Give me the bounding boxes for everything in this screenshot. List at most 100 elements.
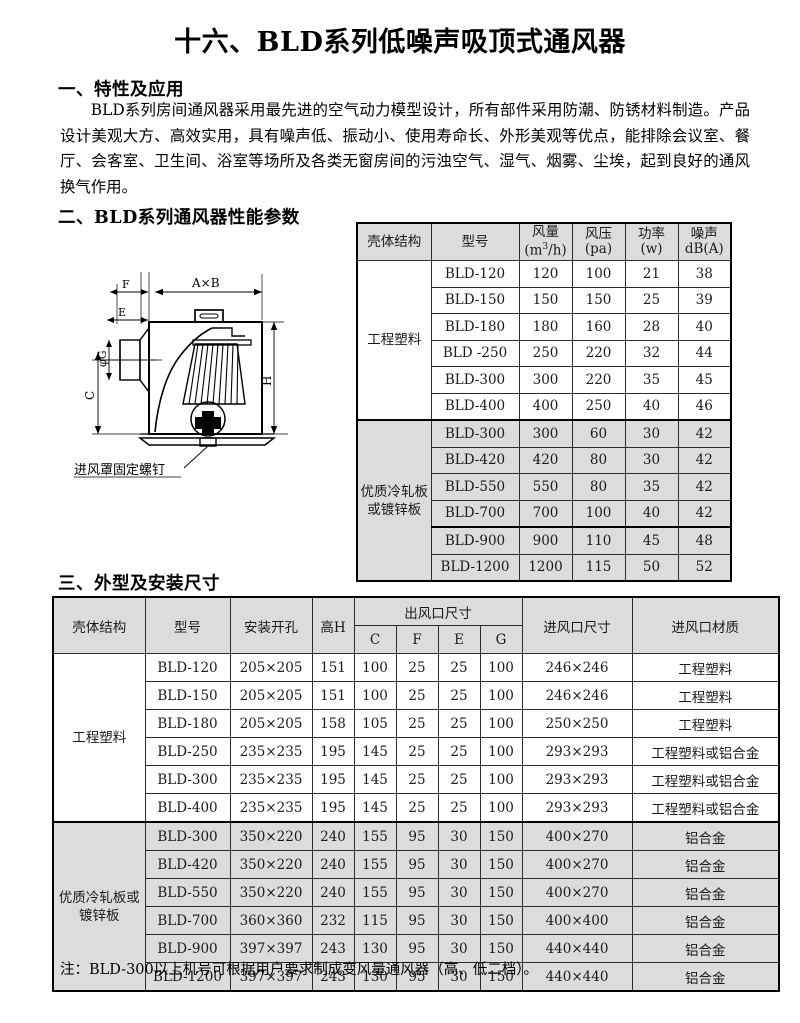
cell-power: 30 — [624, 446, 679, 474]
cell-noise: 46 — [677, 392, 732, 421]
cell-inlet-size: 293×293 — [521, 765, 633, 794]
cell-inlet-size: 250×250 — [521, 709, 633, 738]
cell-model: BLD-900 — [144, 934, 231, 963]
table-row: BLD-700 700 100 40 42 — [357, 499, 732, 528]
cell-outlet-g: 150 — [479, 906, 523, 935]
header-inlet-size: 进风口尺寸 — [521, 596, 633, 654]
cell-outlet-g: 150 — [479, 850, 523, 879]
table-row: BLD-550 350×220 240 155 95 30 150 400×270 铝合金 — [53, 878, 780, 907]
cell-model: BLD-1200 — [430, 553, 520, 582]
header-outlet-e: E — [437, 625, 481, 654]
cell-noise: 42 — [677, 499, 732, 528]
header-air-pressure: 风压 (pa) — [571, 222, 626, 261]
installation-dimensions-table: 壳体结构 型号 安装开孔 高H 出风口尺寸 进风口尺寸 进风口材质 C F E … — [52, 596, 780, 992]
cell-air-pressure: 100 — [571, 260, 626, 288]
cell-mounting-opening: 235×235 — [229, 765, 313, 794]
cell-outlet-e: 25 — [437, 653, 481, 682]
cell-outlet-e: 25 — [437, 681, 481, 710]
header-outlet-dimensions-group: 出风口尺寸 — [353, 596, 523, 626]
footnote: 注：BLD-300以上机号可根据用户要求制成变风量通风器（高、低二档）。 — [60, 962, 539, 978]
header-outlet-c: C — [353, 625, 397, 654]
cell-inlet-material: 铝合金 — [631, 878, 780, 907]
cell-outlet-e: 30 — [437, 962, 481, 992]
section-1-heading: 一、特性及应用 — [58, 80, 184, 100]
cell-power: 40 — [624, 499, 679, 528]
cell-power: 28 — [624, 313, 679, 341]
cell-mounting-opening: 235×235 — [229, 737, 313, 766]
cell-inlet-size: 293×293 — [521, 793, 633, 823]
cell-shell-structure: 优质冷轧板或镀锌板 — [52, 821, 146, 992]
cell-outlet-c: 115 — [353, 906, 397, 935]
table-row: 优质冷轧板或镀锌板 BLD-300 350×220 240 155 95 30 150 400×… — [52, 821, 780, 992]
cell-inlet-material: 工程塑料或铝合金 — [631, 765, 780, 794]
cell-air-pressure: 220 — [571, 339, 626, 367]
cell-model: BLD-400 — [144, 793, 231, 823]
cell-outlet-c: 155 — [353, 821, 397, 851]
cell-outlet-f: 25 — [395, 681, 439, 710]
cell-power: 32 — [624, 339, 679, 367]
performance-parameters-table: 壳体结构 型号 风量 (m3/h) 风压 (pa) 功率 (w) — [356, 222, 732, 582]
cell-model: BLD-550 — [430, 473, 520, 501]
table-header-row-top: 壳体结构 型号 安装开孔 高H 出风口尺寸 进风口尺寸 进风口材质 — [52, 596, 780, 654]
cell-air-pressure: 60 — [571, 419, 626, 448]
cell-inlet-size: 400×270 — [521, 878, 633, 907]
cell-airflow: 1200 — [518, 553, 573, 582]
dimension-label-phi-g: φG — [96, 351, 109, 368]
dimension-label-f: F — [122, 278, 130, 291]
cell-power: 21 — [624, 260, 679, 288]
cell-air-pressure: 160 — [571, 313, 626, 341]
cell-airflow: 900 — [518, 526, 573, 555]
header-height: 高H — [311, 596, 355, 654]
cell-model: BLD-550 — [144, 878, 231, 907]
cell-airflow: 180 — [518, 313, 573, 341]
cell-power: 45 — [624, 526, 679, 555]
table-row: BLD-420 350×220 240 155 95 30 150 400×270 铝合金 — [53, 850, 780, 879]
cell-inlet-material: 铝合金 — [631, 850, 780, 879]
cell-model: BLD-150 — [144, 681, 231, 710]
cell-shell-structure: 优质冷轧板或镀锌板 — [356, 419, 432, 582]
cell-inlet-material: 工程塑料或铝合金 — [631, 793, 780, 823]
cell-height: 240 — [311, 850, 355, 879]
table-row: BLD-150 150 150 25 39 — [357, 286, 732, 314]
cell-noise: 42 — [677, 419, 732, 448]
cell-model: BLD-300 — [144, 821, 231, 851]
cell-outlet-c: 105 — [353, 709, 397, 738]
cell-outlet-g: 100 — [479, 653, 523, 682]
cell-mounting-opening: 397×397 — [229, 934, 313, 963]
cell-outlet-c: 100 — [353, 653, 397, 682]
table-row: BLD-900 900 110 45 48 — [357, 526, 732, 555]
table-row: BLD-150 205×205 151 100 25 25 100 246×246 工程塑料 — [53, 681, 780, 710]
dimension-label-ab: A×B — [191, 276, 220, 290]
page-title: 十六、BLD系列低噪声吸顶式通风器 — [174, 27, 626, 58]
cell-air-pressure: 110 — [571, 526, 626, 555]
cell-outlet-e: 25 — [437, 793, 481, 823]
ventilator-section-drawing: F A×B E — [62, 252, 354, 482]
cell-shell-structure: 工程塑料 — [52, 653, 146, 823]
cell-outlet-f: 95 — [395, 934, 439, 963]
cell-inlet-size: 246×246 — [521, 681, 633, 710]
cell-noise: 38 — [677, 260, 732, 288]
header-inlet-material: 进风口材质 — [631, 596, 780, 654]
header-shell-structure: 壳体结构 — [356, 222, 432, 261]
cell-model: BLD-300 — [144, 765, 231, 794]
cell-airflow: 150 — [518, 286, 573, 314]
header-mounting-opening: 安装开孔 — [229, 596, 313, 654]
cell-shell-structure: 工程塑料 — [356, 260, 432, 421]
cell-height: 243 — [311, 962, 355, 992]
table-row: BLD-180 180 160 28 40 — [357, 313, 732, 341]
header-noise-label: 噪声 — [690, 226, 718, 242]
dimension-label-e: E — [118, 306, 126, 319]
cell-airflow: 120 — [518, 260, 573, 288]
cell-outlet-f: 95 — [395, 821, 439, 851]
cell-height: 158 — [311, 709, 355, 738]
cell-model: BLD -250 — [430, 339, 520, 367]
header-noise-unit: dB(A) — [684, 241, 724, 257]
cell-outlet-g: 150 — [479, 962, 523, 992]
cell-outlet-c: 155 — [353, 850, 397, 879]
cell-height: 195 — [311, 793, 355, 823]
cell-outlet-f: 95 — [395, 850, 439, 879]
cell-air-pressure: 250 — [571, 392, 626, 421]
header-outlet-g: G — [479, 625, 523, 654]
table-row: BLD-900 397×397 243 130 95 30 150 440×440 铝合金 — [53, 934, 780, 963]
